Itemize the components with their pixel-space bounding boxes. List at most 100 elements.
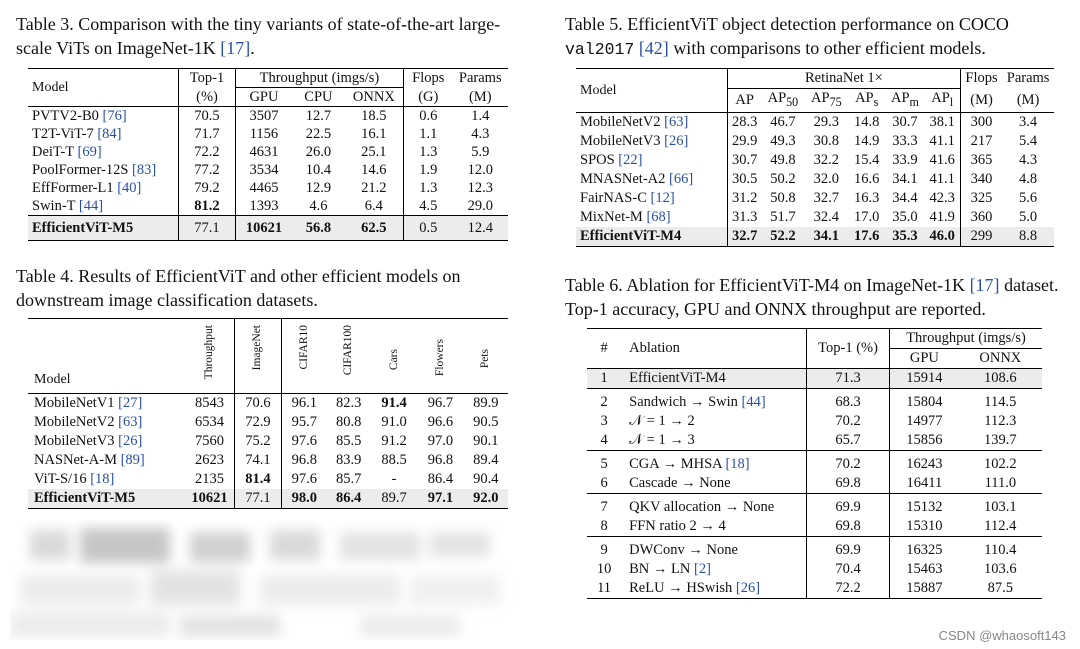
table-cell: 50.2 bbox=[770, 170, 796, 187]
table-cell: 4.3 bbox=[1019, 151, 1038, 168]
table-cell: 32.2 bbox=[813, 151, 840, 168]
model-name: MobileNetV2 [63] bbox=[580, 113, 689, 130]
table-cell: 15887 bbox=[889, 579, 959, 599]
table-cell: 21.2 bbox=[361, 180, 387, 196]
ablation-name: FFN ratio 2 → 4 bbox=[629, 518, 726, 534]
table-cell: 32.7 bbox=[727, 226, 762, 247]
table-row: 1 EfficientViT-M4 71.3 15914 108.6 bbox=[587, 368, 1042, 389]
table-cell: 77.1 bbox=[178, 215, 236, 241]
table6-caption: Table 6. Ablation for EfficientViT-M4 on… bbox=[565, 275, 1059, 319]
table-cell: 70.6 bbox=[233, 393, 282, 413]
table-cell: 96.6 bbox=[427, 414, 454, 430]
table-cell: 5.9 bbox=[471, 144, 490, 160]
table-cell: 30.7 bbox=[892, 113, 918, 130]
table-cell: 83.9 bbox=[335, 452, 362, 468]
table-cell: 15310 bbox=[889, 517, 959, 537]
model-name: FairNAS-C [12] bbox=[580, 189, 675, 206]
table-cell: 15804 bbox=[889, 388, 959, 412]
model-name: MixNet-M [68] bbox=[580, 208, 671, 225]
table-cell: 68.3 bbox=[806, 388, 890, 412]
ablation-name: BN → LN [2] bbox=[629, 561, 711, 577]
table-cell: 74.1 bbox=[233, 451, 282, 470]
table-cell: 300 bbox=[959, 112, 1003, 132]
table3-caption: Table 3. Comparison with the tiny varian… bbox=[16, 14, 501, 58]
table-row: MobileNetV3 [26] 29.9 49.3 30.8 14.9 33.3 41.1… bbox=[576, 131, 1054, 151]
table-cell: 34.4 bbox=[892, 189, 918, 206]
table-cell: 71.7 bbox=[178, 125, 236, 143]
table-cell: 77.2 bbox=[178, 161, 236, 179]
table-cell: 217 bbox=[959, 131, 1003, 151]
table-cell: 6 bbox=[600, 475, 608, 491]
table-row: 7 QKV allocation → None 69.9 15132 103.1 bbox=[587, 493, 1042, 517]
table-cell: 41.1 bbox=[929, 170, 955, 187]
table-cell: 30.8 bbox=[813, 132, 840, 149]
ablation-name: Sandwich → Swin [44] bbox=[629, 394, 766, 410]
model-name: PVTV2-B0 [76] bbox=[32, 108, 127, 124]
table-cell: 80.8 bbox=[335, 414, 362, 430]
table-cell: 1.3 bbox=[403, 143, 453, 161]
table-row: FairNAS-C [12] 31.2 50.8 32.7 16.3 34.4 42.3 32… bbox=[576, 188, 1054, 208]
table-cell: 1.4 bbox=[471, 108, 490, 124]
table-cell: 49.8 bbox=[770, 151, 796, 168]
table-cell: 365 bbox=[959, 150, 1003, 170]
table-row: SPOS [22] 30.7 49.8 32.2 15.4 33.9 41.6 365 4.3 bbox=[576, 150, 1054, 170]
table-cell: 31.3 bbox=[727, 207, 762, 227]
table-cell: 35.0 bbox=[892, 208, 918, 225]
table-cell: 17.6 bbox=[854, 227, 880, 244]
table-cell: 0.6 bbox=[403, 106, 453, 125]
table-cell: 16243 bbox=[889, 450, 959, 474]
table-cell: 70.2 bbox=[806, 450, 890, 474]
table-cell: 5.4 bbox=[1019, 132, 1038, 149]
table-row: Swin-T [44] 81.2 1393 4.6 6.4 4.5 29.0 bbox=[28, 197, 508, 216]
table-cell: 34.1 bbox=[813, 227, 840, 244]
table-cell: 29.9 bbox=[727, 131, 762, 151]
table-cell: 10621 bbox=[234, 215, 293, 241]
table-cell: 56.8 bbox=[305, 220, 332, 236]
table-row-ours: EfficientViT-M5 10621 77.1 98.0 86.4 89.7 97.1… bbox=[28, 489, 508, 509]
table-cell: 71.3 bbox=[806, 368, 890, 389]
table-cell: 103.6 bbox=[984, 561, 1017, 577]
table-cell: 86.4 bbox=[335, 490, 362, 506]
table-cell: 2135 bbox=[195, 471, 224, 487]
table4: Model Throughput ImageNet CIFAR10 CIFAR1… bbox=[28, 318, 508, 509]
table-cell: 28.3 bbox=[727, 112, 762, 132]
table-cell: 50.8 bbox=[770, 189, 796, 206]
table-cell: 77.1 bbox=[233, 489, 282, 509]
table-cell: 89.4 bbox=[473, 452, 499, 468]
table-cell: 10 bbox=[596, 561, 612, 577]
model-name: MNASNet-A2 [66] bbox=[580, 170, 694, 187]
table-row: MobileNetV2 [63] 28.3 46.7 29.3 14.8 30.7 38.1… bbox=[576, 112, 1054, 132]
table-cell: 4.8 bbox=[1019, 170, 1038, 187]
table-cell: 16325 bbox=[889, 536, 959, 560]
table-cell: 12.7 bbox=[305, 108, 332, 124]
table-cell: 14.9 bbox=[854, 132, 880, 149]
table-cell: 12.9 bbox=[305, 180, 332, 196]
table-cell: 16.3 bbox=[854, 189, 880, 206]
table-cell: 114.5 bbox=[984, 394, 1017, 410]
table-cell: 5 bbox=[600, 456, 608, 472]
table-cell: 96.7 bbox=[427, 395, 454, 411]
table-cell: 42.3 bbox=[929, 189, 955, 206]
table-cell: 97.0 bbox=[427, 433, 454, 449]
table-cell: 33.9 bbox=[892, 151, 918, 168]
model-name: PoolFormer-12S [83] bbox=[32, 162, 157, 178]
table-cell: 29.0 bbox=[467, 198, 493, 214]
table5-caption: Table 5. EfficientViT object detection p… bbox=[565, 14, 1009, 59]
table-cell: 49.3 bbox=[770, 132, 796, 149]
table-row: MixNet-M [68] 31.3 51.7 32.4 17.0 35.0 41.9 360… bbox=[576, 207, 1054, 227]
model-name: DeiT-T [69] bbox=[32, 144, 102, 160]
ablation-name: Cascade → None bbox=[629, 475, 731, 491]
table-cell: 30.5 bbox=[727, 169, 762, 189]
table-cell: 110.4 bbox=[984, 542, 1017, 558]
model-name: ViT-S/16 [18] bbox=[34, 471, 115, 487]
model-name: EffFormer-L1 [40] bbox=[32, 180, 142, 196]
table-row: 6 Cascade → None 69.8 16411 111.0 bbox=[587, 474, 1042, 494]
table-cell: 90.1 bbox=[473, 433, 499, 449]
table-row: 2 Sandwich → Swin [44] 68.3 15804 114.5 bbox=[587, 388, 1042, 412]
table-cell: 75.2 bbox=[233, 432, 282, 451]
ablation-name: EfficientViT-M4 bbox=[629, 370, 726, 386]
table-row: DeiT-T [69] 72.2 4631 26.0 25.1 1.3 5.9 bbox=[28, 143, 508, 161]
table-cell: 15914 bbox=[889, 368, 959, 389]
table-row: 11 ReLU → HSwish [26] 72.2 15887 87.5 bbox=[587, 579, 1042, 599]
table-cell: 91.2 bbox=[381, 433, 407, 449]
